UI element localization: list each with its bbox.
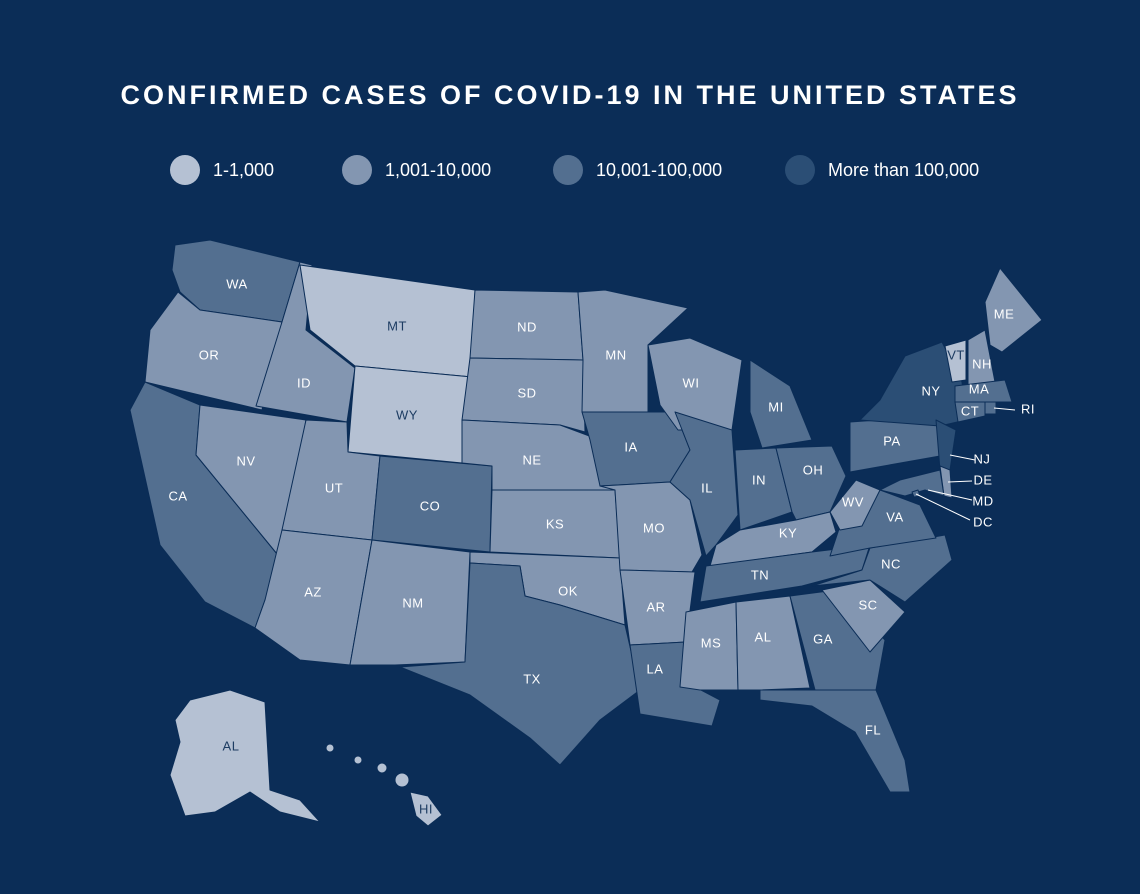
state bbox=[349, 539, 471, 666]
state-label: NY bbox=[921, 383, 940, 398]
state bbox=[879, 469, 945, 497]
state bbox=[669, 411, 739, 557]
state-label: VT bbox=[947, 347, 965, 362]
state-label: IN bbox=[752, 472, 766, 487]
state bbox=[759, 689, 911, 793]
state-label: MS bbox=[701, 635, 722, 650]
map-title: CONFIRMED CASES OF COVID-19 IN THE UNITE… bbox=[120, 80, 1019, 110]
state-label: MA bbox=[969, 381, 990, 396]
state-label: MI bbox=[768, 399, 783, 414]
state-label: NC bbox=[881, 556, 901, 571]
state-label: NJ bbox=[974, 451, 991, 466]
state-label: OK bbox=[558, 583, 578, 598]
state-label: CT bbox=[961, 403, 979, 418]
states bbox=[129, 239, 1043, 827]
state bbox=[829, 479, 881, 531]
island bbox=[353, 755, 363, 765]
state-label: AL bbox=[223, 738, 240, 753]
state-label: MN bbox=[605, 347, 626, 362]
state-label: WI bbox=[683, 375, 700, 390]
state bbox=[399, 562, 641, 766]
state bbox=[735, 595, 811, 691]
island bbox=[376, 762, 388, 774]
state-label: PA bbox=[883, 433, 900, 448]
state bbox=[749, 359, 813, 449]
legend-swatch bbox=[342, 155, 372, 185]
state bbox=[984, 267, 1043, 353]
state-labels: WA OR CA NV ID MT WY UT CO AZ NM ND SD NE KS OK TX MN IA MO… bbox=[168, 276, 1035, 816]
state bbox=[577, 289, 689, 413]
state-label: MD bbox=[972, 493, 993, 508]
leader-line bbox=[947, 480, 973, 483]
state-label: OH bbox=[803, 462, 824, 477]
state-label: AZ bbox=[304, 584, 322, 599]
legend-swatch bbox=[170, 155, 200, 185]
legend-label: More than 100,000 bbox=[828, 160, 979, 180]
island bbox=[325, 743, 335, 753]
state-label: UT bbox=[325, 480, 343, 495]
state bbox=[679, 601, 739, 691]
state-label: HI bbox=[419, 801, 433, 816]
state-label: WA bbox=[226, 276, 247, 291]
leader-line bbox=[915, 493, 971, 521]
legend-swatch bbox=[785, 155, 815, 185]
state-label: NV bbox=[236, 453, 255, 468]
state-label: FL bbox=[865, 722, 881, 737]
state-label: RI bbox=[1021, 401, 1035, 416]
state-label: ID bbox=[297, 375, 311, 390]
state-label: KS bbox=[546, 516, 564, 531]
state bbox=[169, 689, 321, 823]
legend-label: 10,001-100,000 bbox=[596, 160, 722, 180]
state bbox=[409, 791, 443, 827]
state bbox=[811, 534, 953, 603]
state bbox=[461, 357, 586, 433]
state-label: AR bbox=[646, 599, 665, 614]
state-label: DE bbox=[973, 472, 992, 487]
legend-label: 1-1,000 bbox=[213, 160, 274, 180]
state-label: WV bbox=[842, 494, 864, 509]
state bbox=[944, 339, 967, 383]
island bbox=[394, 772, 410, 788]
state-label: MO bbox=[643, 520, 665, 535]
legend-label: 1,001-10,000 bbox=[385, 160, 491, 180]
state bbox=[144, 291, 283, 411]
state-label: NH bbox=[972, 356, 992, 371]
state-label: ME bbox=[994, 306, 1015, 321]
state-label: NE bbox=[522, 452, 541, 467]
state-label: TN bbox=[751, 567, 769, 582]
state bbox=[954, 379, 1013, 403]
state-label: AL bbox=[755, 629, 772, 644]
state-label: TX bbox=[523, 671, 541, 686]
state-label: IA bbox=[624, 439, 637, 454]
state-label: KY bbox=[779, 525, 797, 540]
state-label: IL bbox=[701, 480, 713, 495]
state-label: CA bbox=[168, 488, 187, 503]
state-label: MT bbox=[387, 318, 407, 333]
leader-line bbox=[927, 489, 973, 501]
state-label: DC bbox=[973, 514, 993, 529]
state bbox=[984, 401, 997, 415]
state-label: GA bbox=[813, 631, 833, 646]
leader-line bbox=[993, 407, 1016, 411]
state-label: NM bbox=[402, 595, 423, 610]
state-label: SC bbox=[858, 597, 877, 612]
state-label: OR bbox=[199, 347, 220, 362]
state-label: LA bbox=[647, 661, 664, 676]
leader-line bbox=[949, 454, 976, 461]
state-label: CO bbox=[420, 498, 441, 513]
state-label: ND bbox=[517, 319, 537, 334]
legend: 1-1,000 1,001-10,000 10,001-100,000 More th… bbox=[170, 155, 979, 185]
state bbox=[821, 579, 906, 653]
state-label: VA bbox=[886, 509, 903, 524]
state-label: SD bbox=[517, 385, 536, 400]
legend-swatch bbox=[553, 155, 583, 185]
state bbox=[954, 401, 986, 423]
state-label: WY bbox=[396, 407, 418, 422]
